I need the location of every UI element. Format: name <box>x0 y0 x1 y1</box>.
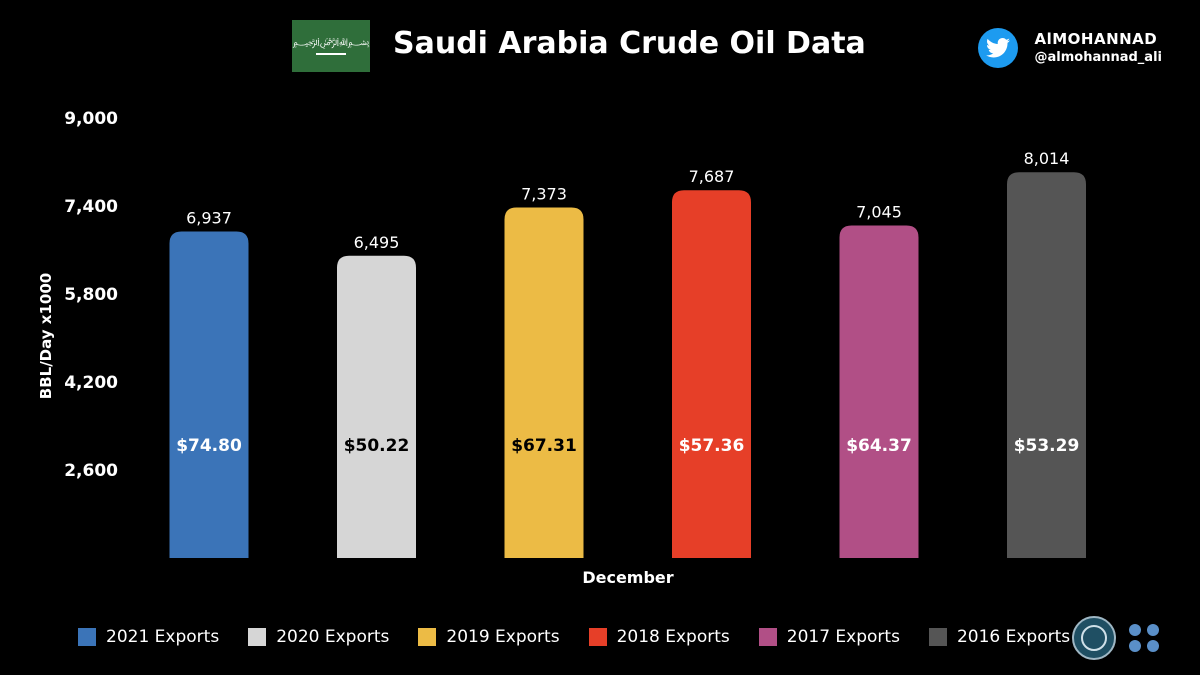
legend-swatch <box>248 628 267 646</box>
bar <box>672 190 751 558</box>
legend-item: 2020 Exports <box>248 627 389 647</box>
bar-value-label: 7,045 <box>856 203 902 222</box>
y-tick-label: 9,000 <box>64 109 118 129</box>
bar-price-label: $64.37 <box>846 436 912 456</box>
legend-item: 2017 Exports <box>758 627 900 647</box>
twitter-icon[interactable] <box>978 28 1019 68</box>
legend-item: 2016 Exports <box>928 627 1071 647</box>
bar-value-label: 7,687 <box>689 167 735 186</box>
legend-label: 2017 Exports <box>786 627 900 647</box>
legend-label: 2016 Exports <box>956 627 1071 647</box>
legend-label: 2018 Exports <box>616 627 730 647</box>
legend: 2021 Exports 2020 Exports 2019 Exports 2018… <box>78 627 1070 647</box>
legend-swatch <box>588 628 607 646</box>
bar <box>337 255 416 558</box>
y-tick-label: 2,600 <box>64 461 118 481</box>
flag-sword-icon <box>316 53 346 55</box>
legend-swatch <box>758 628 777 646</box>
bar-price-label: $67.31 <box>511 436 577 456</box>
brand-name: AlMOHANNAD <box>1034 30 1158 48</box>
y-tick-label: 7,400 <box>64 197 118 217</box>
bar-value-label: 6,937 <box>186 208 232 227</box>
bar <box>839 225 919 558</box>
ministry-logo-icon <box>1072 616 1116 660</box>
legend-label: 2020 Exports <box>276 627 390 647</box>
legend-label: 2019 Exports <box>446 627 560 647</box>
legend-swatch <box>928 628 947 646</box>
saudi-flag: ﷽ <box>292 20 370 72</box>
opec-logo-icon <box>1129 624 1159 652</box>
brand-handle[interactable]: @almohannad_ali <box>1034 50 1162 65</box>
y-tick-label: 5,800 <box>64 285 118 305</box>
legend-swatch <box>418 628 437 646</box>
y-tick-label: 4,200 <box>64 373 118 393</box>
bar-price-label: $50.22 <box>344 436 410 456</box>
bar <box>1007 172 1086 559</box>
page-title: Saudi Arabia Crude Oil Data <box>393 26 866 61</box>
flag-script-icon: ﷽ <box>292 37 370 48</box>
legend-swatch <box>78 628 96 646</box>
legend-label: 2021 Exports <box>106 627 220 647</box>
legend-item: 2021 Exports <box>78 627 219 647</box>
bar-price-label: $53.29 <box>1014 436 1080 456</box>
bar <box>504 207 584 559</box>
bar-value-label: 8,014 <box>1024 149 1070 168</box>
bar-value-label: 6,495 <box>354 233 400 252</box>
legend-item: 2019 Exports <box>418 627 560 647</box>
bar-price-label: $74.80 <box>176 436 242 456</box>
brand-block[interactable]: AlMOHANNAD @almohannad_ali <box>978 28 1162 68</box>
bar-price-label: $57.36 <box>679 436 745 456</box>
legend-item: 2018 Exports <box>588 627 730 647</box>
bar <box>169 231 249 558</box>
x-axis-label: December <box>582 568 674 587</box>
bar-value-label: 7,373 <box>521 184 567 203</box>
